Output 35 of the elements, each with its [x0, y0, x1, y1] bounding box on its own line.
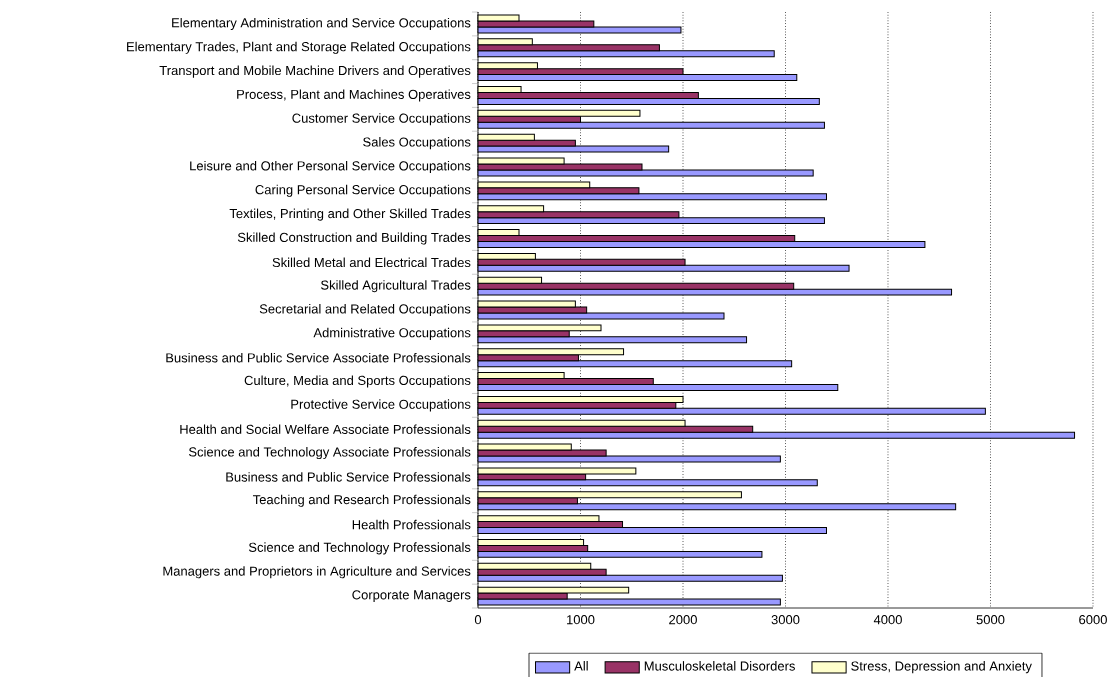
x-tick-label: 5000	[976, 615, 1005, 625]
x-tick-label: 0	[474, 615, 482, 625]
y-tick-label: Managers and Proprietors in Agriculture and Services	[163, 566, 471, 579]
legend-label: All	[574, 661, 588, 671]
y-tick-label: Leisure and Other Personal Service Occupations	[190, 160, 471, 174]
y-tick-label: Culture, Media and Sports Occupations	[244, 375, 471, 388]
x-tick-label: 6000	[1079, 615, 1107, 625]
x-tick-label: 3000	[771, 615, 800, 625]
y-tick-label: Science and Technology Associate Professionals	[188, 447, 471, 460]
y-tick-label: Teaching and Research Professionals	[252, 494, 471, 507]
y-tick-label: Caring Personal Service Occupations	[255, 184, 471, 197]
y-tick-label: Protective Service Occupations	[291, 399, 471, 412]
y-tick-label: Skilled Metal and Electrical Trades	[272, 257, 471, 268]
y-tick-label: Business and Public Service Associate Professionals	[166, 352, 471, 363]
x-tick-label: 1000	[567, 615, 595, 625]
x-tick-label: 4000	[873, 615, 902, 625]
legend-label: Musculoskeletal Disorders	[644, 661, 795, 671]
y-tick-label: Transport and Mobile Machine Drivers and Operatives	[159, 65, 471, 78]
legend-label: Stress, Depression and Anxiety	[851, 661, 1032, 674]
y-tick-label: Sales Occupations	[363, 137, 471, 150]
y-tick-label: Elementary Administration and Service Occupations	[172, 17, 471, 30]
y-tick-label: Secretarial and Related Occupations	[259, 303, 471, 317]
y-tick-label: Corporate Managers	[352, 590, 471, 602]
y-tick-label: Administrative Occupations	[313, 327, 471, 340]
y-tick-label: Science and Technology Professionals	[248, 542, 471, 555]
y-tick-label: Skilled Construction and Building Trades	[237, 232, 471, 245]
y-tick-label: Elementary Trades, Plant and Storage Related Occupations	[127, 41, 471, 54]
y-tick-label: Business and Public Service Professionals	[226, 472, 471, 482]
y-tick-label: Skilled Agricultural Trades	[321, 280, 471, 293]
y-tick-label: Health Professionals	[352, 519, 471, 530]
y-tick-label: Health and Social Welfare Associate Professionals	[180, 424, 471, 434]
y-tick-label: Textiles, Printing and Other Skilled Trades	[229, 208, 471, 221]
y-tick-label: Process, Plant and Machines Operatives	[237, 89, 471, 102]
x-tick-label: 2000	[669, 615, 697, 625]
y-tick-label: Customer Service Occupations	[292, 113, 471, 126]
